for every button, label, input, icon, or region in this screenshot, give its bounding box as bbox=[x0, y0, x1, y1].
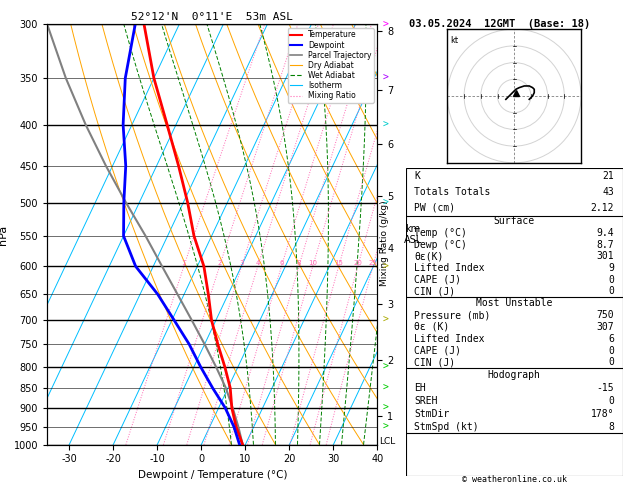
Text: 03.05.2024  12GMT  (Base: 18): 03.05.2024 12GMT (Base: 18) bbox=[409, 19, 591, 30]
Text: >: > bbox=[382, 73, 388, 83]
Text: 301: 301 bbox=[596, 251, 614, 261]
Text: >: > bbox=[382, 198, 388, 208]
Text: 4: 4 bbox=[255, 260, 260, 266]
Text: >: > bbox=[382, 362, 388, 372]
Text: CAPE (J): CAPE (J) bbox=[415, 275, 462, 285]
Text: -15: -15 bbox=[596, 382, 614, 393]
Text: PW (cm): PW (cm) bbox=[415, 203, 455, 212]
Text: 10: 10 bbox=[308, 260, 317, 266]
Text: SREH: SREH bbox=[415, 396, 438, 406]
Text: K: K bbox=[415, 171, 420, 181]
Text: © weatheronline.co.uk: © weatheronline.co.uk bbox=[462, 474, 567, 484]
Text: Lifted Index: Lifted Index bbox=[415, 334, 485, 344]
Text: 3: 3 bbox=[239, 260, 244, 266]
Text: 0: 0 bbox=[608, 396, 614, 406]
X-axis label: Dewpoint / Temperature (°C): Dewpoint / Temperature (°C) bbox=[138, 470, 287, 480]
Text: CIN (J): CIN (J) bbox=[415, 357, 455, 367]
Text: Totals Totals: Totals Totals bbox=[415, 187, 491, 197]
Text: >: > bbox=[382, 19, 388, 29]
Text: θε (K): θε (K) bbox=[415, 322, 450, 332]
Text: 9: 9 bbox=[608, 263, 614, 273]
Text: kt: kt bbox=[451, 36, 459, 45]
Text: 43: 43 bbox=[603, 187, 614, 197]
Text: Mixing Ratio (g/kg): Mixing Ratio (g/kg) bbox=[380, 200, 389, 286]
Text: 8.7: 8.7 bbox=[596, 240, 614, 250]
Text: Temp (°C): Temp (°C) bbox=[415, 228, 467, 238]
Text: StmDir: StmDir bbox=[415, 409, 450, 418]
Text: 2: 2 bbox=[217, 260, 221, 266]
Y-axis label: hPa: hPa bbox=[0, 225, 8, 244]
Text: 21: 21 bbox=[603, 171, 614, 181]
Y-axis label: km
ASL: km ASL bbox=[404, 224, 422, 245]
Text: >: > bbox=[382, 422, 388, 432]
Text: Pressure (mb): Pressure (mb) bbox=[415, 310, 491, 320]
Text: Dewp (°C): Dewp (°C) bbox=[415, 240, 467, 250]
Text: 25: 25 bbox=[369, 260, 377, 266]
Text: Lifted Index: Lifted Index bbox=[415, 263, 485, 273]
Text: 20: 20 bbox=[353, 260, 362, 266]
Text: Most Unstable: Most Unstable bbox=[476, 298, 552, 308]
Text: 0: 0 bbox=[608, 286, 614, 296]
Text: Hodograph: Hodograph bbox=[487, 370, 541, 380]
Text: 178°: 178° bbox=[591, 409, 614, 418]
Text: EH: EH bbox=[415, 382, 426, 393]
Text: 8: 8 bbox=[608, 421, 614, 432]
Text: >: > bbox=[382, 383, 388, 393]
Text: >: > bbox=[382, 403, 388, 413]
Text: CAPE (J): CAPE (J) bbox=[415, 346, 462, 356]
Text: 6: 6 bbox=[608, 334, 614, 344]
Text: StmSpd (kt): StmSpd (kt) bbox=[415, 421, 479, 432]
Title: 52°12'N  0°11'E  53m ASL: 52°12'N 0°11'E 53m ASL bbox=[131, 12, 293, 22]
Text: 6: 6 bbox=[279, 260, 284, 266]
Text: 9.4: 9.4 bbox=[596, 228, 614, 238]
Text: 307: 307 bbox=[596, 322, 614, 332]
Text: 2.12: 2.12 bbox=[591, 203, 614, 212]
Text: CIN (J): CIN (J) bbox=[415, 286, 455, 296]
Text: LCL: LCL bbox=[380, 437, 396, 446]
Text: 8: 8 bbox=[297, 260, 301, 266]
Text: θε(K): θε(K) bbox=[415, 251, 444, 261]
Text: >: > bbox=[382, 315, 388, 325]
Text: 1: 1 bbox=[182, 260, 186, 266]
Text: >: > bbox=[382, 120, 388, 130]
Text: 0: 0 bbox=[608, 275, 614, 285]
Text: 15: 15 bbox=[334, 260, 343, 266]
Text: 0: 0 bbox=[608, 346, 614, 356]
Text: >: > bbox=[382, 261, 388, 271]
Text: 750: 750 bbox=[596, 310, 614, 320]
Text: Surface: Surface bbox=[494, 216, 535, 226]
Text: 0: 0 bbox=[608, 357, 614, 367]
Legend: Temperature, Dewpoint, Parcel Trajectory, Dry Adiabat, Wet Adiabat, Isotherm, Mi: Temperature, Dewpoint, Parcel Trajectory… bbox=[288, 28, 374, 103]
